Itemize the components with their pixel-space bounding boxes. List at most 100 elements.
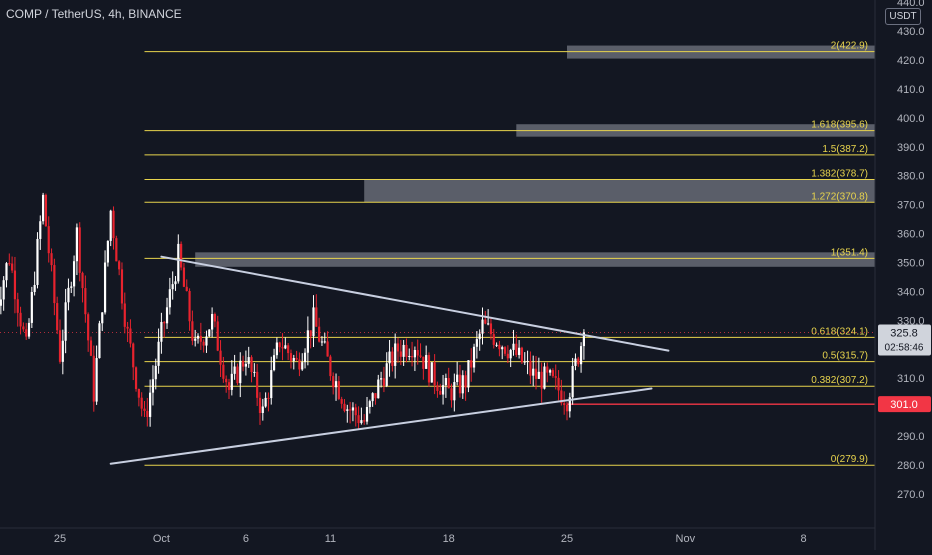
chart-title: COMP / TetherUS, 4h, BINANCE [6,7,182,21]
candle-body [374,393,377,399]
candle-body [278,342,281,348]
candle-body [326,341,329,357]
candle-body [241,360,245,367]
candle-body [53,265,56,304]
candle-body [95,358,98,402]
candle-body [565,405,569,412]
candle-body [360,420,363,424]
candle-body [363,420,366,422]
candle-body [301,362,304,370]
candle-body [151,379,155,393]
candle-body [13,270,17,300]
candle-body [146,410,149,417]
candle-body [534,368,538,379]
candle-body [546,366,549,373]
candle-body [354,407,357,416]
candle-body [70,286,73,288]
candle-body [312,307,315,337]
candle-body [371,393,374,402]
candle-body [67,287,70,303]
candle-body [194,338,197,341]
candle-body [44,194,48,227]
y-tick-label: 400.0 [897,113,925,125]
candle-body [323,341,326,343]
candle-body [281,347,284,349]
candle-body [134,367,138,389]
candle-body [78,227,81,273]
x-tick-label: 18 [443,533,455,545]
candle-body [298,359,301,370]
candle-body [554,376,557,378]
candle-body [540,371,543,389]
candle-body [16,299,19,313]
y-tick-label: 350.0 [897,257,925,269]
candle-body [453,382,456,401]
fib-level-label: 0.382(307.2) [811,375,868,386]
candle-body [385,363,388,386]
y-tick-label: 310.0 [897,373,925,385]
candle-body [120,269,124,304]
candle-body [75,227,78,262]
candle-body [320,341,324,343]
candle-body [509,349,512,359]
y-tick-label: 440.0 [897,0,925,9]
candle-body [72,261,76,287]
candle-body [64,302,67,341]
candle-body [196,335,200,339]
candle-body [208,329,211,337]
candle-body [5,263,8,281]
y-tick-label: 330.0 [897,315,925,327]
current-price-tag [878,324,931,356]
support-price-value: 301.0 [890,399,918,411]
candle-body [261,406,264,413]
candle-body [174,281,177,285]
candle-body [292,358,295,361]
candle-body [427,355,431,383]
candle-body [115,238,118,262]
candle-body [481,319,484,334]
candle-body [549,370,552,373]
candle-body [380,378,383,380]
candle-body [557,377,560,391]
candle-body [349,409,352,411]
candle-body [478,333,481,340]
x-tick-label: 8 [801,533,807,545]
currency-badge[interactable]: USDT [885,8,921,25]
candle-body [154,365,157,380]
candle-body [205,336,208,346]
candle-body [239,360,242,384]
candle-body [188,290,191,322]
fib-levels-layer: 0(279.9) 0.382(307.2) 0.5(315.7) 0.618(324.… [0,41,875,466]
candle-body [368,401,371,408]
candle-body [216,321,219,351]
fib-level-label: 1.272(370.8) [811,191,868,202]
candle-body [396,343,400,352]
candle-body [382,378,386,386]
candle-body [219,350,222,365]
candle-body [543,366,546,389]
candle-body [467,360,470,388]
candle-body [180,243,183,268]
candle-body [439,390,442,395]
candle-body [458,374,462,394]
candle-body [464,375,467,388]
candle-body [441,385,445,395]
support-price-tag [878,396,931,413]
fib-level-label: 1.618(395.6) [811,120,868,131]
target-zone [364,179,875,203]
candle-body [582,332,585,347]
zones-layer [195,45,875,267]
candle-body [498,344,501,350]
fib-level-label: 2(422.9) [831,41,868,52]
candle-body [244,363,247,367]
candle-body [177,243,180,282]
candle-body [250,357,253,373]
candle-body [227,382,231,390]
candle-body [357,415,360,424]
candle-body [256,371,259,398]
candle-body [309,330,312,337]
candle-body [202,341,205,346]
candle-body [264,397,267,407]
